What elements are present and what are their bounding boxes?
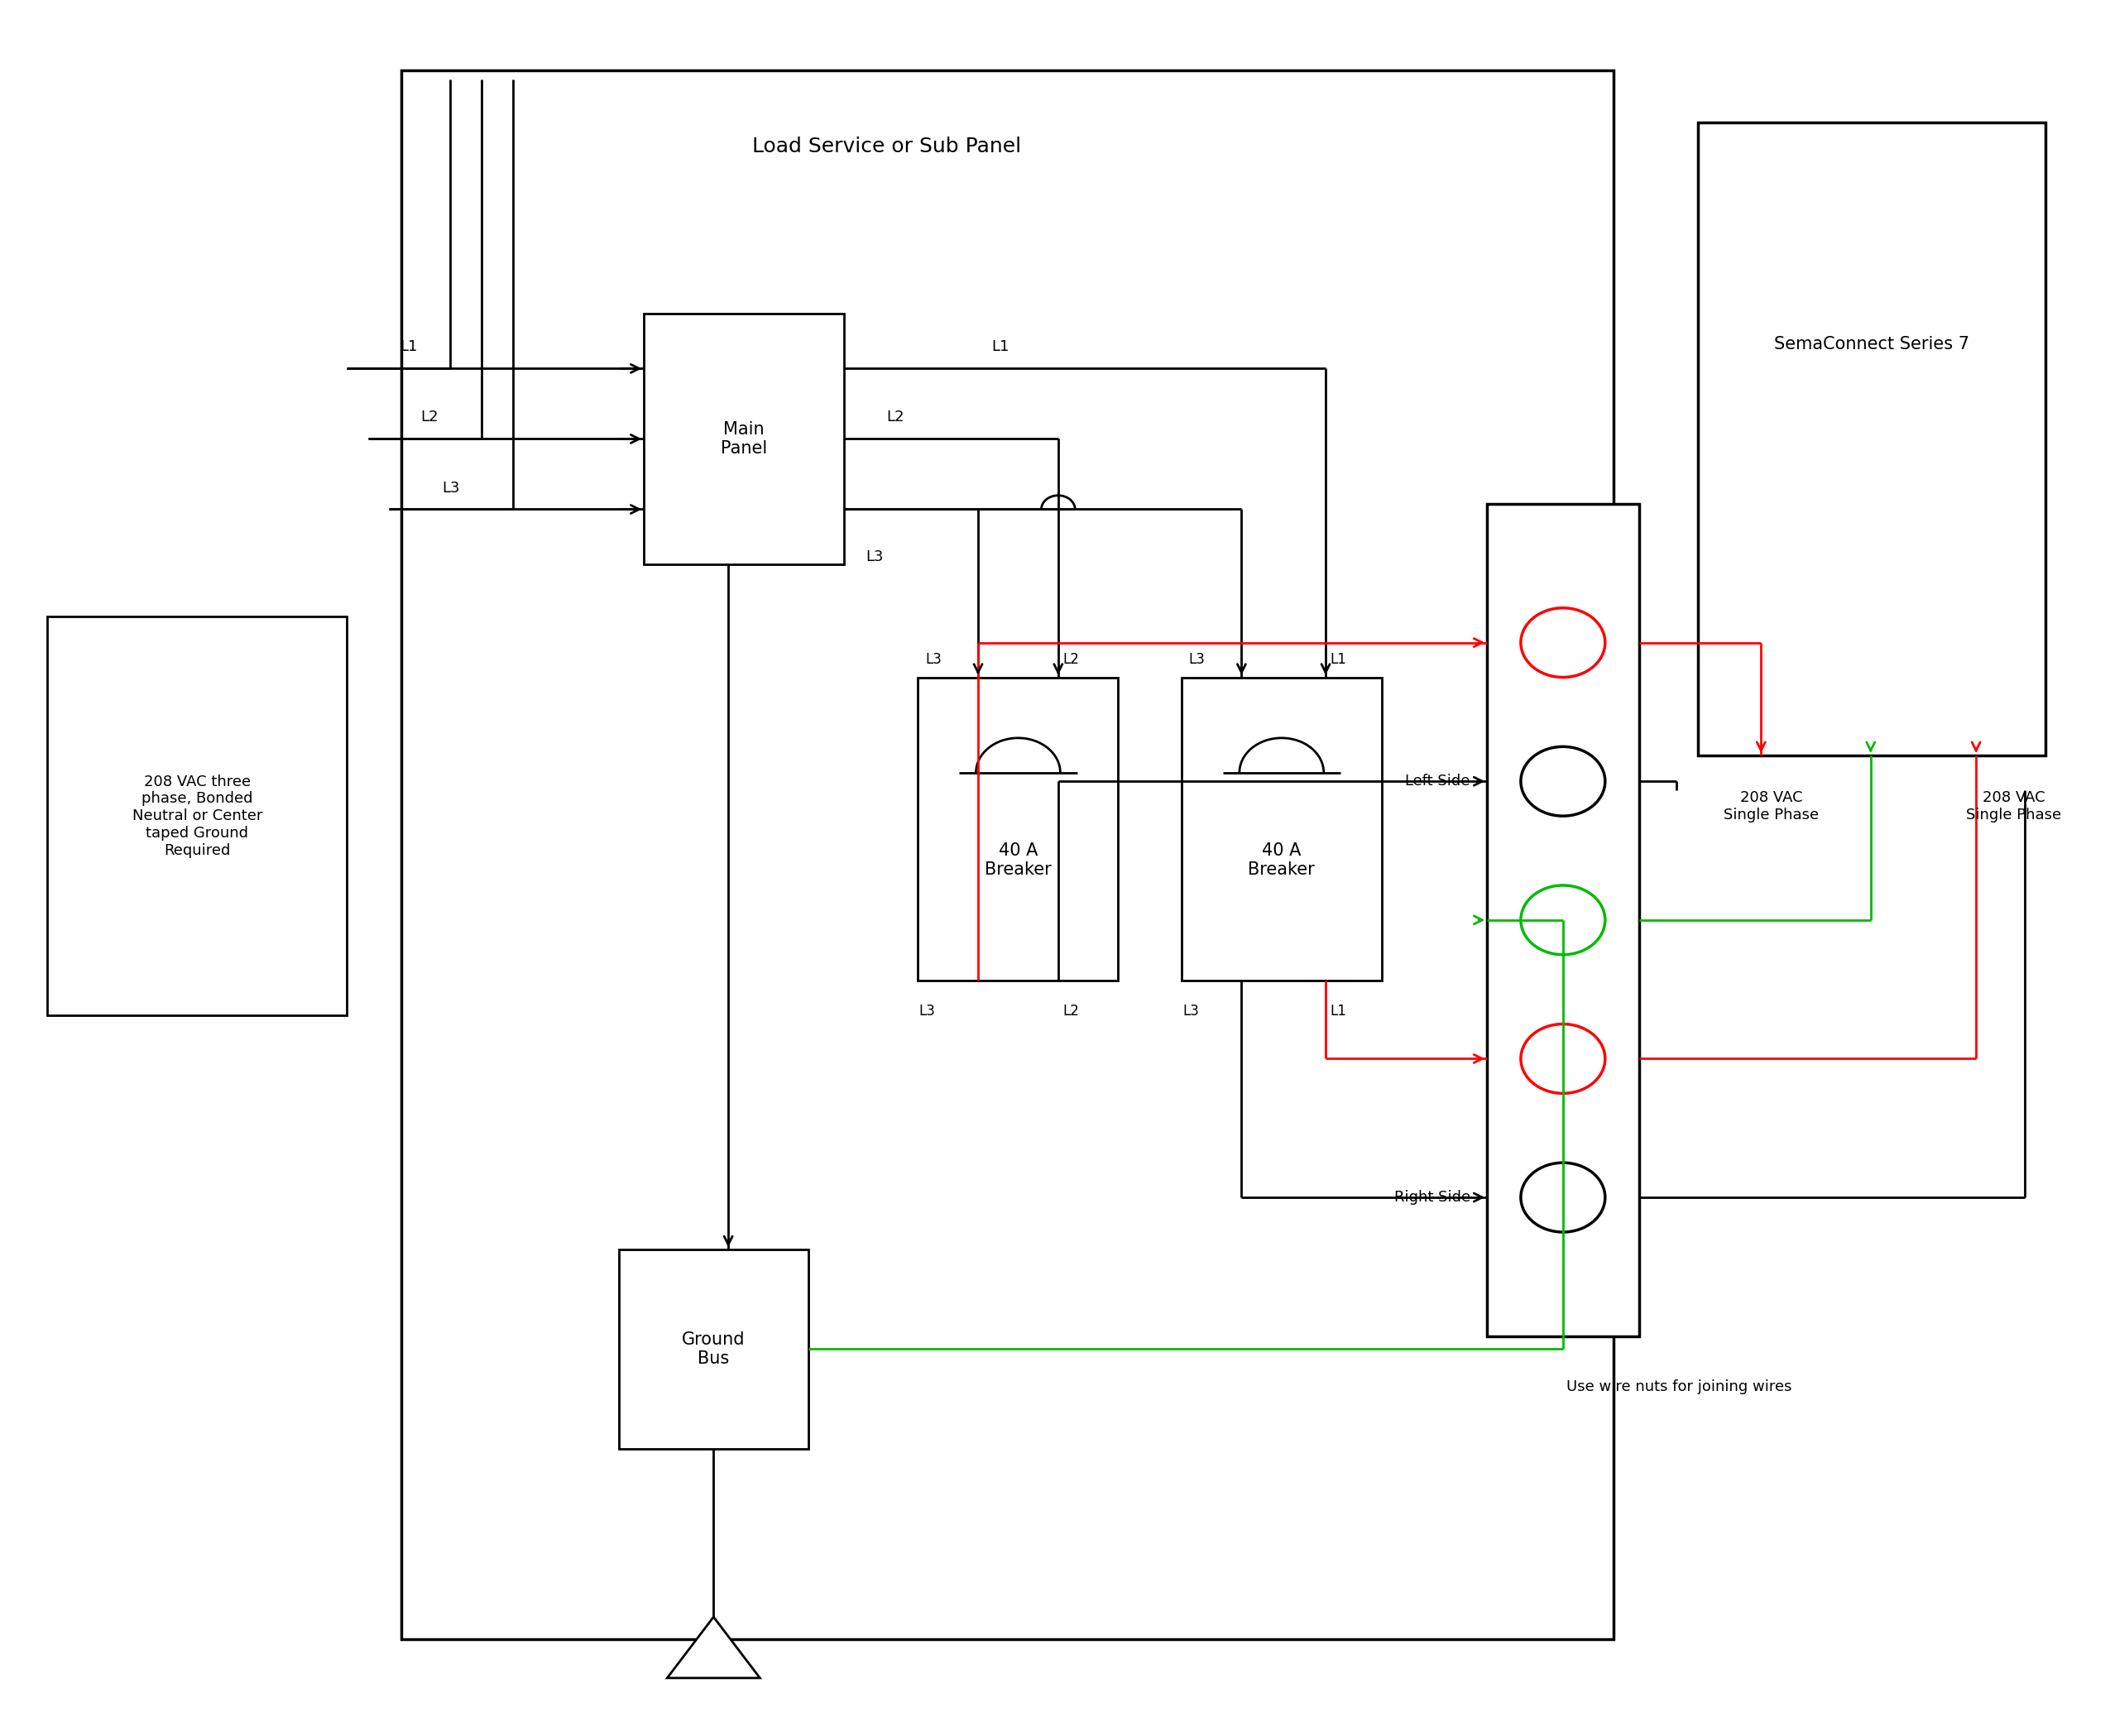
Text: 208 VAC
Single Phase: 208 VAC Single Phase <box>1967 790 2061 823</box>
Text: Ground
Bus: Ground Bus <box>682 1332 745 1366</box>
FancyBboxPatch shape <box>644 312 844 564</box>
Text: Load Service or Sub Panel: Load Service or Sub Panel <box>751 137 1021 156</box>
Text: L1: L1 <box>1329 651 1346 667</box>
Text: L1: L1 <box>399 340 418 354</box>
FancyBboxPatch shape <box>401 71 1614 1639</box>
Text: L3: L3 <box>920 1003 935 1019</box>
Text: L3: L3 <box>865 550 884 564</box>
Text: L2: L2 <box>1061 651 1078 667</box>
Circle shape <box>1521 1163 1606 1233</box>
FancyBboxPatch shape <box>1488 503 1639 1337</box>
FancyBboxPatch shape <box>618 1250 808 1450</box>
Text: 40 A
Breaker: 40 A Breaker <box>985 842 1051 878</box>
Circle shape <box>1521 608 1606 677</box>
Text: Use wire nuts for joining wires: Use wire nuts for joining wires <box>1566 1380 1791 1394</box>
FancyBboxPatch shape <box>1182 677 1382 981</box>
Circle shape <box>1521 1024 1606 1094</box>
Text: L3: L3 <box>441 481 460 495</box>
Text: Right Side: Right Side <box>1395 1189 1471 1205</box>
Text: L2: L2 <box>886 410 905 425</box>
Text: 40 A
Breaker: 40 A Breaker <box>1249 842 1315 878</box>
Text: 208 VAC three
phase, Bonded
Neutral or Center
taped Ground
Required: 208 VAC three phase, Bonded Neutral or C… <box>133 774 262 858</box>
Circle shape <box>1521 885 1606 955</box>
Text: SemaConnect Series 7: SemaConnect Series 7 <box>1775 335 1969 352</box>
Polygon shape <box>667 1616 760 1679</box>
Text: L3: L3 <box>1182 1003 1198 1019</box>
FancyBboxPatch shape <box>1699 123 2045 755</box>
Text: L3: L3 <box>1188 651 1205 667</box>
Text: 208 VAC
Single Phase: 208 VAC Single Phase <box>1724 790 1819 823</box>
Text: L1: L1 <box>1329 1003 1346 1019</box>
Text: Main
Panel: Main Panel <box>722 422 768 457</box>
Text: L3: L3 <box>926 651 941 667</box>
Text: L1: L1 <box>992 340 1009 354</box>
Text: L2: L2 <box>420 410 439 425</box>
Text: Left Side: Left Side <box>1405 774 1471 788</box>
FancyBboxPatch shape <box>918 677 1118 981</box>
FancyBboxPatch shape <box>49 616 346 1016</box>
Circle shape <box>1521 746 1606 816</box>
Text: L2: L2 <box>1061 1003 1078 1019</box>
